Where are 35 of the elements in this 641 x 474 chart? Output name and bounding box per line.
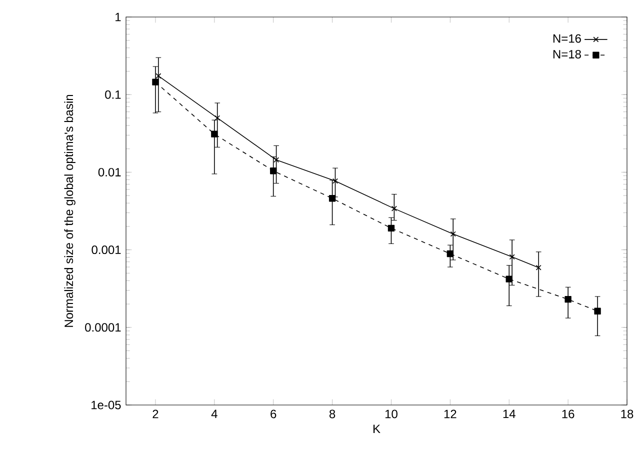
y-tick-label: 0.001 bbox=[92, 246, 121, 254]
x-tick-label: 16 bbox=[562, 410, 574, 418]
point bbox=[388, 224, 395, 232]
point bbox=[564, 296, 572, 303]
point bbox=[274, 157, 280, 163]
point bbox=[391, 206, 397, 212]
point bbox=[536, 264, 542, 270]
point bbox=[332, 178, 338, 184]
y-tick-label: 0.1 bbox=[105, 90, 121, 99]
y-tick-label: 0.01 bbox=[98, 168, 121, 176]
y-axis-title: Normalized size of the global optima's basin bbox=[64, 94, 76, 327]
legend-label: N=16 bbox=[553, 34, 581, 43]
x-tick-label: 18 bbox=[621, 410, 634, 418]
y-tick-label: 1e-05 bbox=[92, 400, 121, 410]
y-tick-label: 1 bbox=[116, 12, 121, 22]
point bbox=[506, 276, 512, 282]
x-tick-label: 10 bbox=[385, 410, 398, 418]
point bbox=[509, 254, 515, 260]
x-tick-label: 6 bbox=[270, 410, 276, 418]
x-tick-label: 14 bbox=[503, 410, 516, 418]
point bbox=[152, 78, 159, 86]
x-tick-label: 4 bbox=[211, 410, 218, 418]
point bbox=[328, 195, 336, 202]
x-axis-title: K bbox=[373, 424, 380, 433]
point bbox=[211, 130, 218, 138]
point bbox=[594, 308, 601, 314]
x-tick-label: 2 bbox=[152, 410, 158, 418]
point bbox=[156, 73, 162, 79]
legend-label: N=18 bbox=[553, 50, 581, 58]
point bbox=[270, 168, 277, 174]
x-tick-label: 8 bbox=[329, 410, 336, 418]
y-tick-label: 0.0001 bbox=[85, 323, 121, 332]
point bbox=[446, 250, 454, 258]
point bbox=[450, 231, 456, 237]
x-tick-label: 12 bbox=[444, 410, 456, 418]
